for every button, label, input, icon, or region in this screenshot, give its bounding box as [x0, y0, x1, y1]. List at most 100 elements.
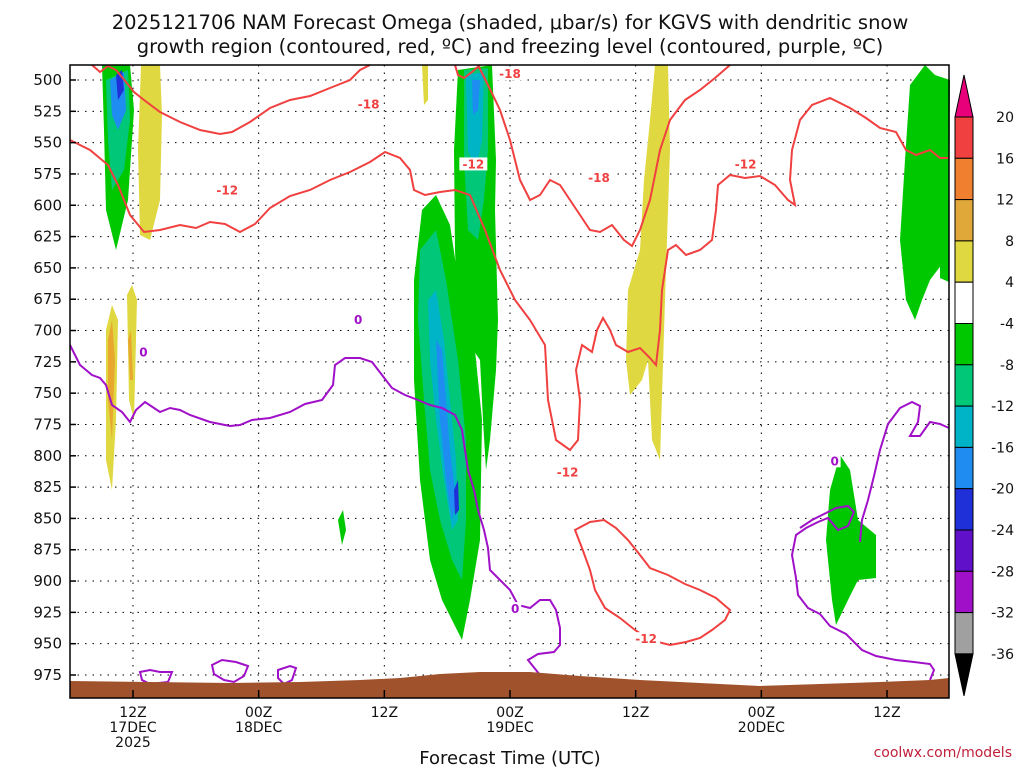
- colorbar-cap-top: [954, 74, 974, 118]
- y-tick-label: 525: [33, 102, 62, 120]
- colorbar-swatch: [954, 529, 974, 572]
- y-tick-label: 625: [33, 228, 62, 246]
- colorbar-swatch: [954, 612, 974, 655]
- contour-label-halo: [213, 183, 242, 197]
- colorbar-label: 12: [996, 193, 1014, 209]
- colorbar-label: 8: [1005, 234, 1014, 250]
- contour-label-halo: [137, 345, 150, 359]
- y-tick-label: 500: [33, 71, 62, 89]
- contour-label-halo: [731, 157, 760, 171]
- chart-title-line-2: growth region (contoured, red, ºC) and f…: [137, 35, 884, 58]
- y-tick-label: 700: [33, 322, 62, 340]
- colorbar-label: -24: [991, 523, 1014, 539]
- colorbar-cap-bottom: [954, 653, 974, 697]
- omega-shade-yellow: [127, 285, 137, 420]
- contour-label: 0: [830, 454, 838, 468]
- colorbar-swatch: [954, 199, 974, 242]
- colorbar-label: -16: [991, 440, 1014, 456]
- x-axis-label: Forecast Time (UTC): [419, 748, 600, 768]
- x-tick-label: 18DEC: [235, 720, 282, 736]
- contour-minus-12: [573, 518, 732, 647]
- x-tick-label: 12Z: [622, 705, 649, 721]
- contour-label-halo: [632, 632, 661, 646]
- y-axis: 500 525 550 575 600 625 650 675 700 725 750 775 800 8…: [33, 71, 76, 684]
- colorbar-swatch: [954, 570, 974, 614]
- omega-shade-cyan: [466, 72, 484, 170]
- chart-title-line-1: 2025121706 NAM Forecast Omega (shaded, μ…: [112, 11, 909, 34]
- colorbar-label: -36: [991, 647, 1014, 663]
- colorbar-label: -28: [991, 564, 1014, 580]
- x-tick-label: 20DEC: [738, 720, 785, 736]
- omega-shade-green: [940, 238, 949, 282]
- credit-link[interactable]: coolwx.com/models: [874, 745, 1012, 761]
- omega-shade-blue: [436, 340, 456, 520]
- colorbar-label: -12: [991, 399, 1014, 415]
- colorbar-label: -4: [1000, 317, 1014, 333]
- x-tick-label: 17DEC: [109, 720, 156, 736]
- y-tick-label: 900: [33, 572, 62, 590]
- contour-zero: [790, 504, 936, 681]
- x-tick-label: 00Z: [748, 705, 775, 721]
- x-tick-label: 12Z: [119, 705, 146, 721]
- contour-label: -18: [588, 171, 610, 185]
- y-tick-label: 750: [33, 384, 62, 402]
- colorbar-label: -20: [991, 482, 1014, 498]
- contour-label-halo: [828, 454, 841, 468]
- colorbar-label: -8: [1000, 358, 1014, 374]
- contour-labels: -18 -18 -18 -12 -12 -12 -12 -12 0 0 0 0: [137, 67, 841, 646]
- colorbar-label: 4: [1005, 275, 1014, 291]
- colorbar-swatch: [954, 488, 974, 531]
- contour-label: -12: [557, 466, 579, 480]
- x-tick-label: 12Z: [371, 705, 398, 721]
- contour-label-halo: [496, 67, 524, 81]
- contour-label-halo: [354, 97, 383, 111]
- x-tick-label: 2025: [115, 735, 151, 751]
- y-tick-label: 675: [33, 290, 62, 308]
- omega-shade-green: [338, 510, 346, 545]
- colorbar-swatch: [954, 281, 974, 325]
- contour-label-halo: [553, 465, 582, 479]
- dgz-contours: [69, 64, 949, 647]
- colorbar-swatch: [954, 323, 974, 366]
- omega-shade-dark-blue: [454, 480, 459, 515]
- colorbar-swatch: [954, 157, 974, 201]
- y-tick-label: 850: [33, 509, 62, 527]
- contour-label: 0: [139, 345, 147, 359]
- contour-label: -12: [735, 157, 757, 171]
- contour-label: 0: [354, 313, 362, 327]
- contour-label: -18: [499, 67, 521, 81]
- freezing-level-contours: [69, 344, 950, 686]
- contour-zero: [277, 664, 298, 686]
- contour-minus-18: [477, 64, 731, 248]
- x-tick-label: 19DEC: [486, 720, 533, 736]
- omega-shade-blue: [472, 80, 480, 115]
- colorbar-label: 20: [996, 110, 1014, 126]
- y-tick-label: 775: [33, 415, 62, 433]
- contour-label-halo: [352, 312, 365, 326]
- contour-label: -12: [463, 157, 485, 171]
- y-tick-label: 975: [33, 666, 62, 684]
- y-tick-label: 825: [33, 478, 62, 496]
- omega-shade-yellow: [626, 65, 670, 460]
- x-tick-label: 00Z: [496, 705, 523, 721]
- y-tick-label: 950: [33, 635, 62, 653]
- y-tick-label: 800: [33, 447, 62, 465]
- y-tick-label: 875: [33, 541, 62, 559]
- omega-shade-yellow: [422, 65, 428, 105]
- y-tick-label: 925: [33, 603, 62, 621]
- colorbar-swatch: [954, 116, 974, 159]
- omega-shade-yellow: [108, 320, 115, 440]
- contour-label: -12: [216, 184, 238, 198]
- x-tick-label: 00Z: [245, 705, 272, 721]
- y-tick-label: 575: [33, 165, 62, 183]
- contour-zero: [859, 400, 950, 543]
- omega-shade-green: [900, 65, 950, 320]
- omega-shade-yellow: [128, 330, 133, 380]
- omega-shade-green: [826, 455, 876, 625]
- contour-zero: [138, 668, 174, 686]
- colorbar-label: -32: [991, 606, 1014, 622]
- y-tick-label: 550: [33, 134, 62, 152]
- contour-minus-18: [454, 64, 481, 80]
- colorbar-swatch: [954, 364, 974, 407]
